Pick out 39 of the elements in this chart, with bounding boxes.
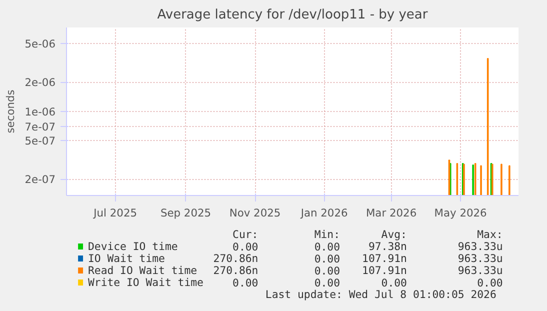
y-tick-label: 2e-07 xyxy=(24,173,56,186)
text: 963.33u xyxy=(458,264,503,277)
chart-title: Average latency for /dev/loop11 - by year xyxy=(157,8,428,22)
text: 0.00 xyxy=(314,264,340,278)
text: 963.33u xyxy=(458,240,503,253)
x-tick-label: Mar 2026 xyxy=(366,206,417,220)
text: Max: xyxy=(477,228,503,241)
y-tick-label: 2e-06 xyxy=(24,76,56,90)
text: Last update: Wed Jul 8 01:00:05 2026 xyxy=(265,288,496,301)
legend-label: Read IO Wait time xyxy=(88,264,198,277)
x-tick-label: Jul 2025 xyxy=(92,206,138,220)
text: 0.00 xyxy=(381,276,407,290)
y-tick-label: 7e-07 xyxy=(24,120,56,134)
text: 97.38n xyxy=(368,240,407,253)
text: 0.00 xyxy=(314,252,340,266)
text: 0.00 xyxy=(232,240,258,254)
text: 107.91n xyxy=(362,252,407,265)
text: 963.33u xyxy=(458,252,503,265)
text: Min: xyxy=(314,228,340,241)
text: Avg: xyxy=(381,228,407,241)
x-tick-label: Nov 2025 xyxy=(229,206,281,220)
text: 0.00 xyxy=(314,240,340,254)
legend-label: IO Wait time xyxy=(88,252,165,265)
y-axis-title: seconds xyxy=(4,89,17,134)
legend-label: Device IO time xyxy=(88,240,178,253)
y-tick-label: 5e-06 xyxy=(24,37,56,50)
text: 107.91n xyxy=(362,264,407,277)
legend-label: Write IO Wait time xyxy=(88,276,204,289)
text: 270.86n xyxy=(213,252,258,265)
x-tick-label: May 2026 xyxy=(434,206,488,220)
text: 0.00 xyxy=(232,276,258,290)
x-tick-label: Jan 2026 xyxy=(300,206,348,220)
y-tick-label: 5e-07 xyxy=(24,134,56,148)
x-tick-label: Sep 2025 xyxy=(160,206,212,220)
text: 0.00 xyxy=(477,276,503,290)
text: 270.86n xyxy=(213,264,258,277)
y-tick-label: 1e-06 xyxy=(24,105,56,118)
text: 0.00 xyxy=(314,276,340,290)
text: Cur: xyxy=(232,228,258,241)
